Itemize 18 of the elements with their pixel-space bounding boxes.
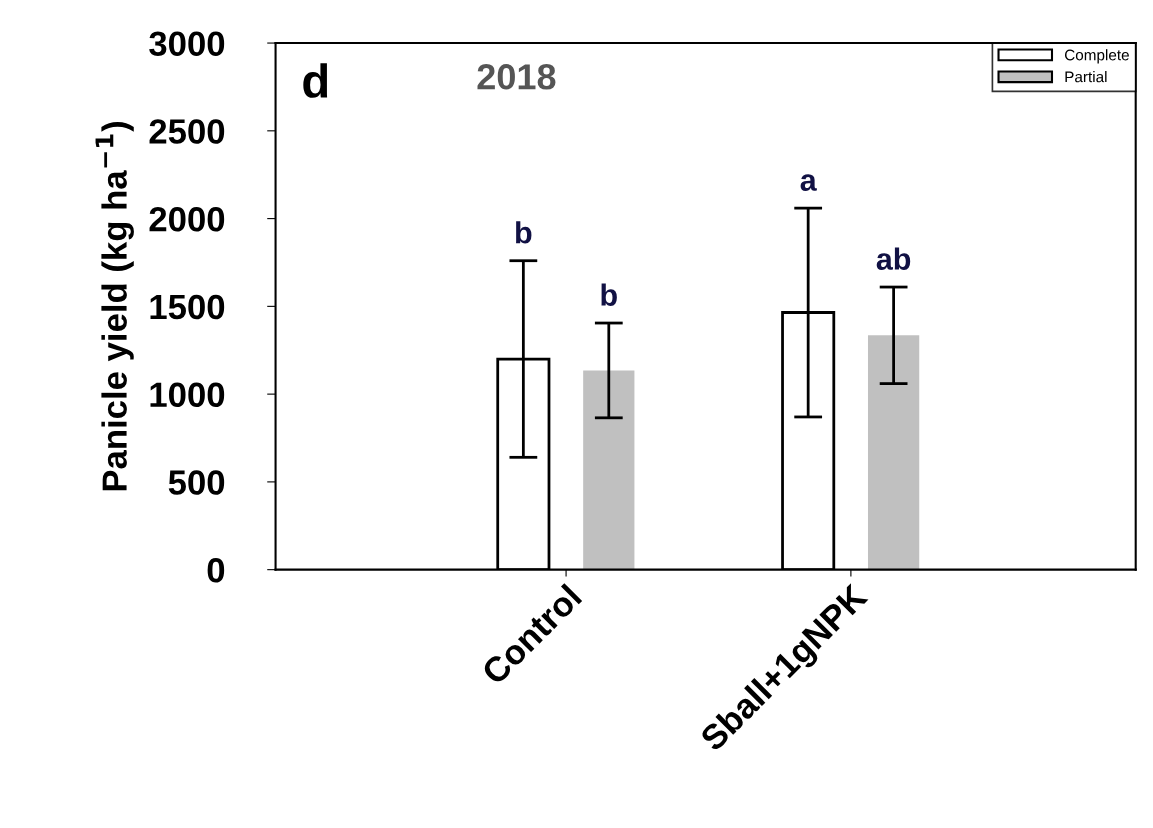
y-tick-label: 500 <box>168 470 225 495</box>
annotation: d <box>303 63 328 98</box>
y-tick-label: 0 <box>207 558 225 583</box>
y-tick-label: 3000 <box>149 31 225 57</box>
y-tick-label: 2000 <box>149 206 225 232</box>
bar <box>583 370 635 570</box>
legend-label: Complete <box>1064 49 1129 64</box>
y-tick-label: 1000 <box>150 382 225 408</box>
annotation: b <box>601 283 617 306</box>
legend-label: Partial <box>1065 71 1107 83</box>
annotation: ab <box>876 247 911 270</box>
chart-title: 2018 <box>477 64 556 90</box>
y-tick-label: 1500 <box>150 294 225 320</box>
bar <box>867 335 920 570</box>
annotation: a <box>800 174 817 191</box>
y-tick-label: 2500 <box>149 119 225 144</box>
y-axis-title: Panicle yield (kg ha$^{−1}$) <box>95 121 134 491</box>
annotation: b <box>516 221 532 244</box>
